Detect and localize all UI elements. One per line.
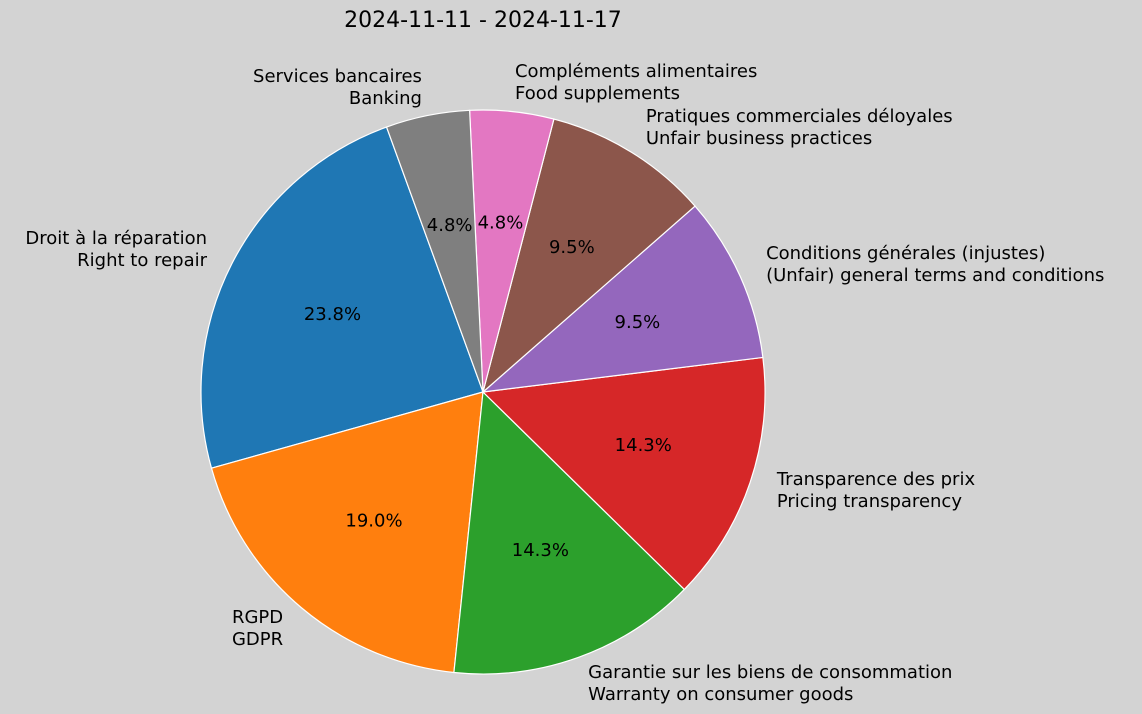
pct-label: 14.3% [615,435,672,456]
slice-label: Transparence des prix Pricing transparen… [776,469,976,513]
pie-slice [200,126,484,469]
slice-label: Services bancaires Banking [253,65,422,109]
pct-label: 9.5% [549,237,595,258]
pie-slice [481,118,696,394]
slice-label: Conditions générales (injustes) (Unfair)… [766,243,1105,287]
slice-label: RGPD GDPR [231,607,284,651]
pct-label: 4.8% [427,215,473,236]
pct-label: 23.8% [304,304,361,325]
pct-label: 14.3% [512,540,569,561]
slice-label: Garantie sur les biens de consommation W… [588,661,953,705]
pct-label: 9.5% [615,312,661,333]
slice-label: Compléments alimentaires Food supplement… [514,61,758,105]
pct-label: 4.8% [478,213,524,234]
pct-label: 19.0% [345,510,402,531]
slice-label: Droit à la réparation Right to repair [25,228,208,272]
pie-slice [481,356,766,591]
chart-title: 2024-11-11 - 2024-11-17 [344,8,622,33]
pie-slice [385,109,484,393]
pie-slice [210,391,484,674]
slice-label: Pratiques commerciales déloyales Unfair … [645,105,953,149]
pie-slice [481,205,764,393]
pie-slice [453,390,686,675]
